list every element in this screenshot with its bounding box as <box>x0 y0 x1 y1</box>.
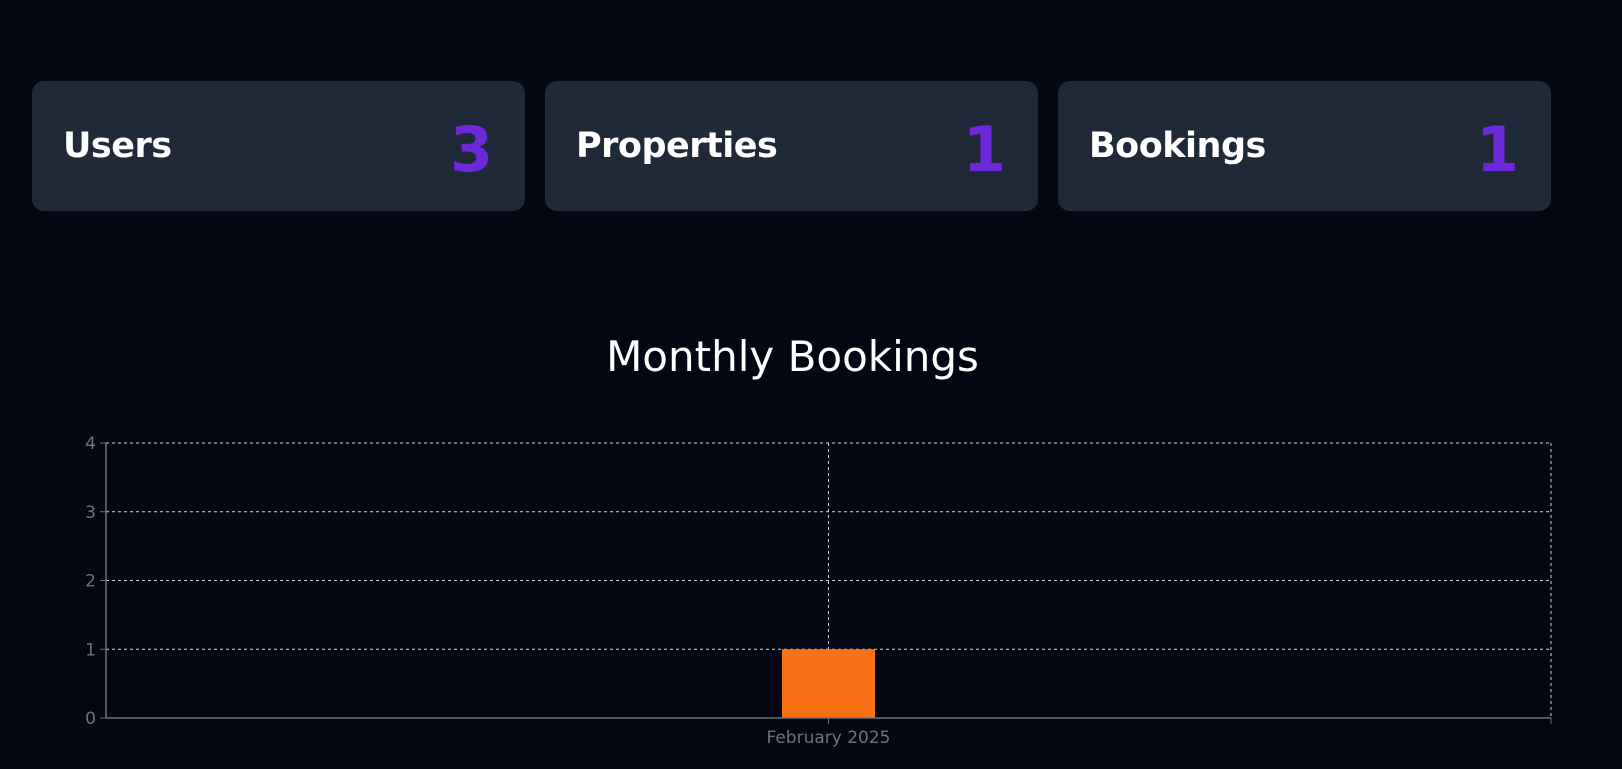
stat-card-users: Users 3 <box>32 81 525 211</box>
y-tick-label-1: 1 <box>85 640 96 660</box>
x-tick-label-0: February 2025 <box>767 728 891 748</box>
stat-value-properties: 1 <box>962 113 1006 186</box>
stat-card-properties: Properties 1 <box>545 81 1038 211</box>
stat-card-bookings: Bookings 1 <box>1058 81 1551 211</box>
stat-label-bookings: Bookings <box>1089 126 1266 166</box>
y-tick-label-0: 0 <box>85 709 96 729</box>
chart-title: Monthly Bookings <box>606 332 979 381</box>
bar-0 <box>782 649 875 718</box>
bookings-chart: 0 1 2 3 4 February 2025 <box>85 434 1552 748</box>
stat-value-bookings: 1 <box>1475 113 1519 186</box>
y-tick-label-2: 2 <box>85 572 96 592</box>
stats-row: Users 3 Properties 1 Bookings 1 <box>32 81 1551 211</box>
stat-value-users: 3 <box>449 113 493 186</box>
y-tick-label-3: 3 <box>85 503 96 523</box>
y-tick-label-4: 4 <box>85 434 96 454</box>
stat-label-users: Users <box>63 126 172 166</box>
stat-label-properties: Properties <box>576 126 778 166</box>
